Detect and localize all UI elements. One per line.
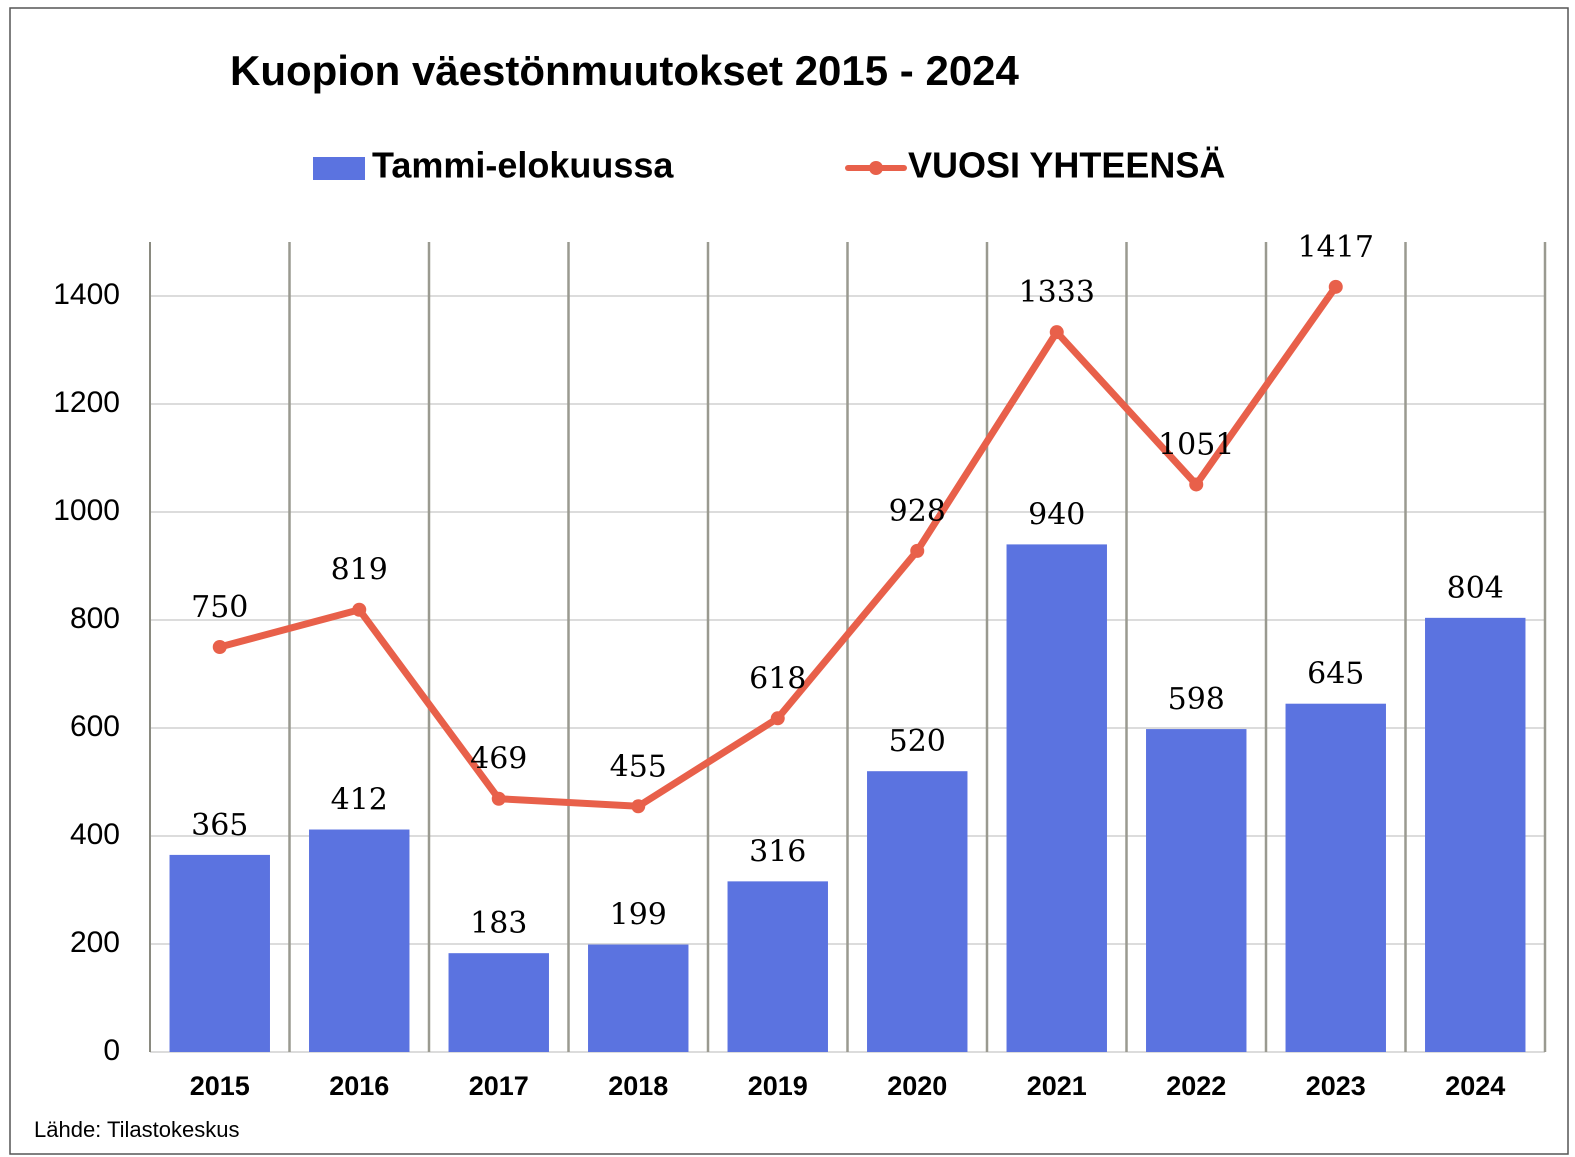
legend-label: VUOSI YHTEENSÄ (908, 145, 1225, 186)
x-tick-label: 2023 (1306, 1071, 1366, 1101)
line-value-label: 819 (331, 553, 388, 588)
source-note: Lähde: Tilastokeskus (34, 1117, 239, 1142)
line-value-label: 469 (470, 742, 527, 777)
bar (1285, 703, 1386, 1052)
y-tick-label: 1200 (53, 386, 120, 419)
bar-value-label: 598 (1168, 682, 1225, 717)
y-tick-label: 400 (70, 818, 120, 851)
bar (169, 854, 270, 1052)
line-marker (1328, 279, 1343, 294)
bar (867, 771, 968, 1052)
bar-value-label: 183 (470, 906, 527, 941)
bar-value-label: 940 (1028, 497, 1085, 532)
x-tick-label: 2021 (1027, 1071, 1087, 1101)
y-tick-label: 600 (70, 710, 120, 743)
line-marker (1189, 477, 1204, 492)
bar (1006, 544, 1107, 1052)
x-tick-label: 2019 (748, 1071, 808, 1101)
legend-label: Tammi-elokuussa (372, 145, 674, 186)
bar-value-label: 645 (1307, 657, 1364, 692)
bar-value-label: 520 (889, 724, 946, 759)
line-marker (352, 602, 367, 617)
bar-value-label: 804 (1447, 571, 1504, 606)
line-value-label: 1333 (1019, 275, 1095, 310)
chart-title: Kuopion väestönmuutokset 2015 - 2024 (230, 47, 1020, 94)
line-value-label: 1051 (1158, 427, 1234, 462)
line-value-label: 618 (749, 661, 806, 696)
x-tick-label: 2022 (1166, 1071, 1226, 1101)
line-value-label: 750 (191, 590, 248, 625)
line-marker (1049, 325, 1064, 340)
legend-marker (869, 161, 883, 175)
bar-value-label: 365 (191, 808, 248, 843)
legend-swatch (313, 157, 365, 180)
line-marker (491, 791, 506, 806)
x-tick-label: 2016 (329, 1071, 389, 1101)
line-value-label: 455 (610, 749, 667, 784)
bar-value-label: 316 (749, 834, 806, 869)
bar (448, 953, 549, 1052)
bar-value-label: 412 (331, 783, 388, 818)
line-marker (631, 799, 646, 814)
bar (1146, 729, 1247, 1052)
y-tick-label: 200 (70, 926, 120, 959)
bar (309, 829, 410, 1052)
x-tick-label: 2017 (469, 1071, 529, 1101)
x-tick-label: 2020 (887, 1071, 947, 1101)
y-tick-label: 0 (103, 1034, 120, 1067)
x-tick-label: 2015 (190, 1071, 250, 1101)
bar-value-label: 199 (610, 898, 667, 933)
x-tick-label: 2024 (1445, 1071, 1505, 1101)
y-tick-label: 1000 (53, 494, 120, 527)
bar (588, 944, 689, 1052)
line-value-label: 928 (889, 494, 946, 529)
bar (727, 881, 828, 1052)
line-marker (212, 640, 227, 654)
line-value-label: 1417 (1298, 230, 1374, 265)
line-marker (770, 711, 785, 726)
y-tick-label: 1400 (53, 278, 120, 311)
y-tick-label: 800 (70, 602, 120, 635)
bar (1425, 617, 1526, 1052)
x-tick-label: 2018 (608, 1071, 668, 1101)
line-marker (910, 543, 925, 558)
